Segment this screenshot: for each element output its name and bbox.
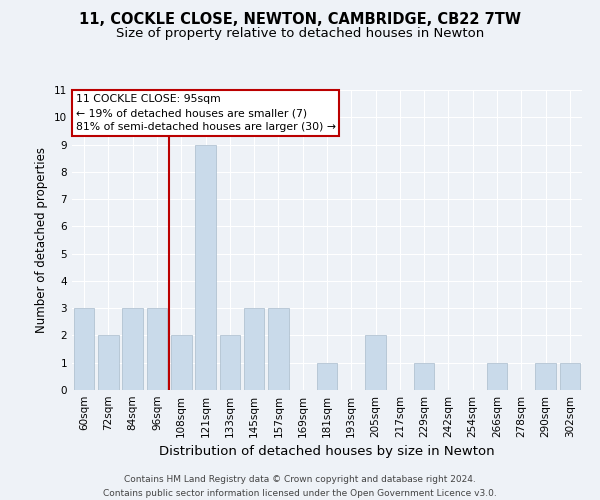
Bar — [414, 362, 434, 390]
Text: 11 COCKLE CLOSE: 95sqm
← 19% of detached houses are smaller (7)
81% of semi-deta: 11 COCKLE CLOSE: 95sqm ← 19% of detached… — [76, 94, 335, 132]
Bar — [268, 308, 289, 390]
Bar — [317, 362, 337, 390]
Bar — [195, 144, 216, 390]
Bar — [487, 362, 508, 390]
Bar — [98, 336, 119, 390]
Bar — [560, 362, 580, 390]
Bar — [535, 362, 556, 390]
Bar — [171, 336, 191, 390]
Bar — [220, 336, 240, 390]
Y-axis label: Number of detached properties: Number of detached properties — [35, 147, 49, 333]
Text: Size of property relative to detached houses in Newton: Size of property relative to detached ho… — [116, 28, 484, 40]
Bar — [244, 308, 265, 390]
Text: 11, COCKLE CLOSE, NEWTON, CAMBRIDGE, CB22 7TW: 11, COCKLE CLOSE, NEWTON, CAMBRIDGE, CB2… — [79, 12, 521, 28]
X-axis label: Distribution of detached houses by size in Newton: Distribution of detached houses by size … — [159, 446, 495, 458]
Bar — [365, 336, 386, 390]
Bar — [74, 308, 94, 390]
Text: Contains HM Land Registry data © Crown copyright and database right 2024.
Contai: Contains HM Land Registry data © Crown c… — [103, 476, 497, 498]
Bar — [146, 308, 167, 390]
Bar — [122, 308, 143, 390]
